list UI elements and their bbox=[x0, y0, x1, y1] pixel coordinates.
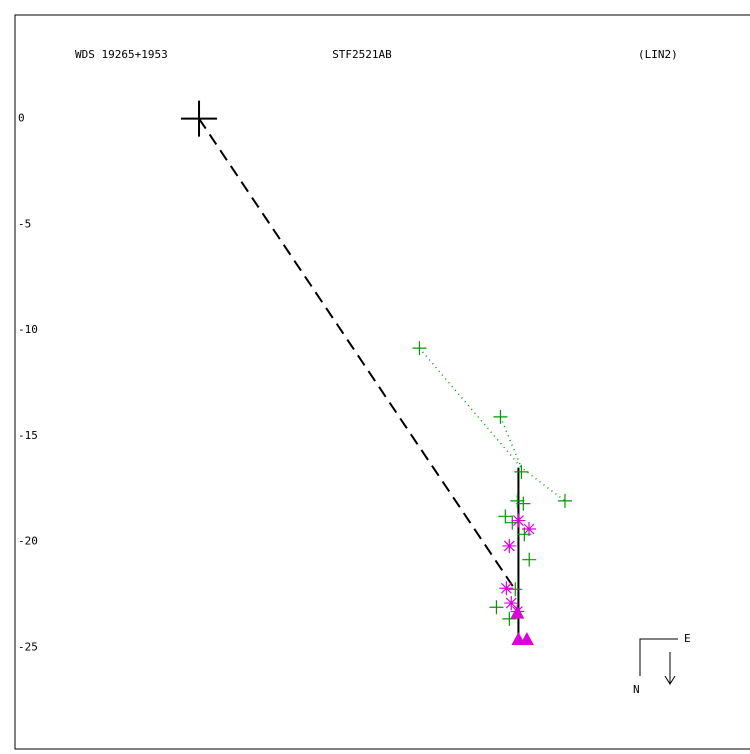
compass-east: E bbox=[684, 632, 691, 645]
plus-marker bbox=[516, 496, 531, 511]
subtitle-right: (LIN2) bbox=[638, 48, 678, 61]
plus-marker bbox=[557, 493, 572, 508]
asterisk-marker bbox=[504, 596, 519, 611]
y-tick-label: -20 bbox=[18, 535, 38, 548]
subtitle-left: WDS 19265+1953 bbox=[75, 48, 168, 61]
plot-frame bbox=[14, 14, 750, 750]
compass: E N bbox=[633, 632, 691, 696]
asterisk-marker bbox=[502, 538, 517, 553]
plus-marker bbox=[498, 509, 513, 524]
y-tick-label: -15 bbox=[18, 429, 38, 442]
big-plus-marker bbox=[181, 100, 218, 137]
plus-marker bbox=[502, 611, 517, 626]
y-tick-label: -5 bbox=[18, 217, 31, 230]
triangle-marker bbox=[519, 632, 534, 646]
asterisk-marker bbox=[522, 522, 537, 537]
plus-marker bbox=[510, 493, 525, 508]
y-tick-label: -10 bbox=[18, 323, 38, 336]
plus-marker bbox=[514, 464, 529, 479]
line-dotted bbox=[499, 416, 523, 468]
plus-marker bbox=[522, 552, 537, 567]
plus-marker bbox=[508, 582, 523, 597]
asterisk-marker bbox=[499, 581, 514, 596]
plus-marker bbox=[489, 600, 504, 615]
plus-marker bbox=[412, 341, 427, 356]
plus-marker bbox=[505, 515, 520, 530]
line-dotted bbox=[418, 347, 566, 502]
compass-north: N bbox=[633, 683, 640, 696]
line-dashed bbox=[198, 118, 518, 592]
plus-marker bbox=[493, 409, 508, 424]
triangle-marker bbox=[510, 605, 525, 619]
asterisk-marker bbox=[511, 513, 526, 528]
chart-title: STF2521AB bbox=[332, 48, 392, 61]
y-tick-label: -25 bbox=[18, 640, 38, 653]
y-tick-label: 0 bbox=[18, 112, 25, 125]
